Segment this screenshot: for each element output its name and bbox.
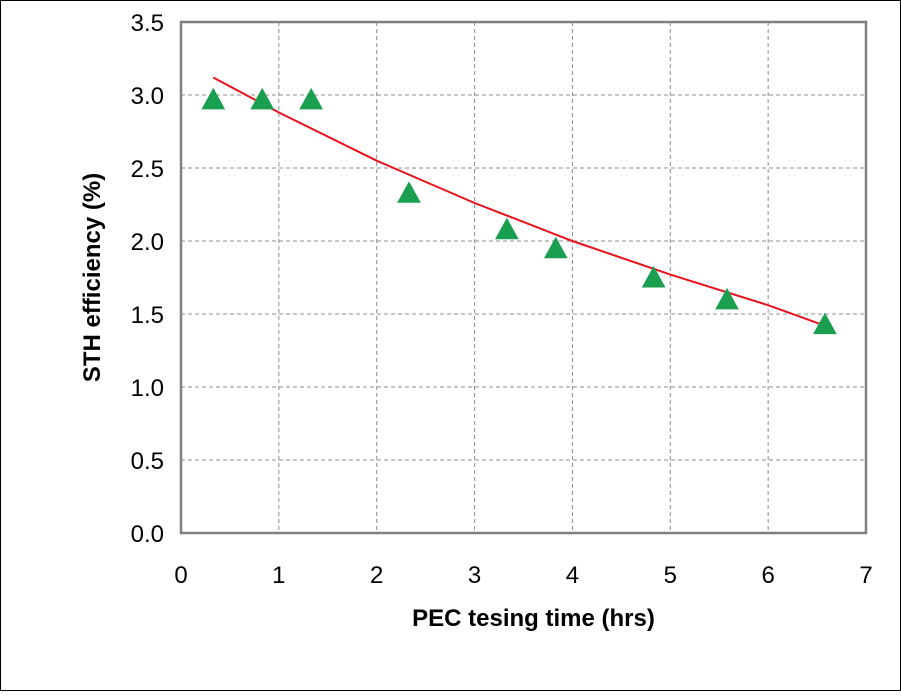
x-tick-label: 0 (174, 562, 187, 589)
y-tick-label: 2.5 (131, 156, 164, 183)
y-tick-label: 3.0 (131, 83, 164, 110)
x-tick-label: 4 (566, 562, 579, 589)
data-point (299, 87, 323, 110)
x-tick-label: 1 (272, 562, 285, 589)
y-tick-label: 1.0 (131, 375, 164, 402)
y-tick-label: 2.0 (131, 229, 164, 256)
data-point (813, 312, 837, 335)
data-point (715, 287, 739, 310)
data-point (201, 87, 226, 110)
data-point (495, 217, 519, 240)
y-axis-title: STH efficiency (%) (79, 173, 106, 382)
data-markers (201, 87, 837, 335)
x-axis-title: PEC tesing time (hrs) (412, 605, 655, 632)
x-tick-label: 5 (664, 562, 677, 589)
grid (181, 22, 866, 533)
y-tick-label: 0.0 (131, 521, 164, 548)
trendline-layer (212, 76, 826, 327)
y-tick-labels: 0.0 0.5 1.0 1.5 2.0 2.5 3.0 3.5 (131, 10, 164, 548)
data-point (641, 265, 666, 288)
x-tick-label: 7 (859, 562, 872, 589)
y-tick-label: 3.5 (131, 10, 164, 37)
x-tick-label: 3 (468, 562, 481, 589)
data-point (397, 181, 421, 203)
y-tick-label: 0.5 (131, 448, 164, 475)
x-tick-label: 6 (761, 562, 774, 589)
x-tick-labels: 0 1 2 3 4 5 6 7 (174, 562, 872, 589)
data-point (543, 236, 568, 259)
plot-area (179, 20, 868, 535)
data-point (250, 87, 275, 110)
y-tick-label: 1.5 (131, 302, 164, 329)
x-tick-label: 2 (370, 562, 383, 589)
trendline (212, 76, 826, 327)
